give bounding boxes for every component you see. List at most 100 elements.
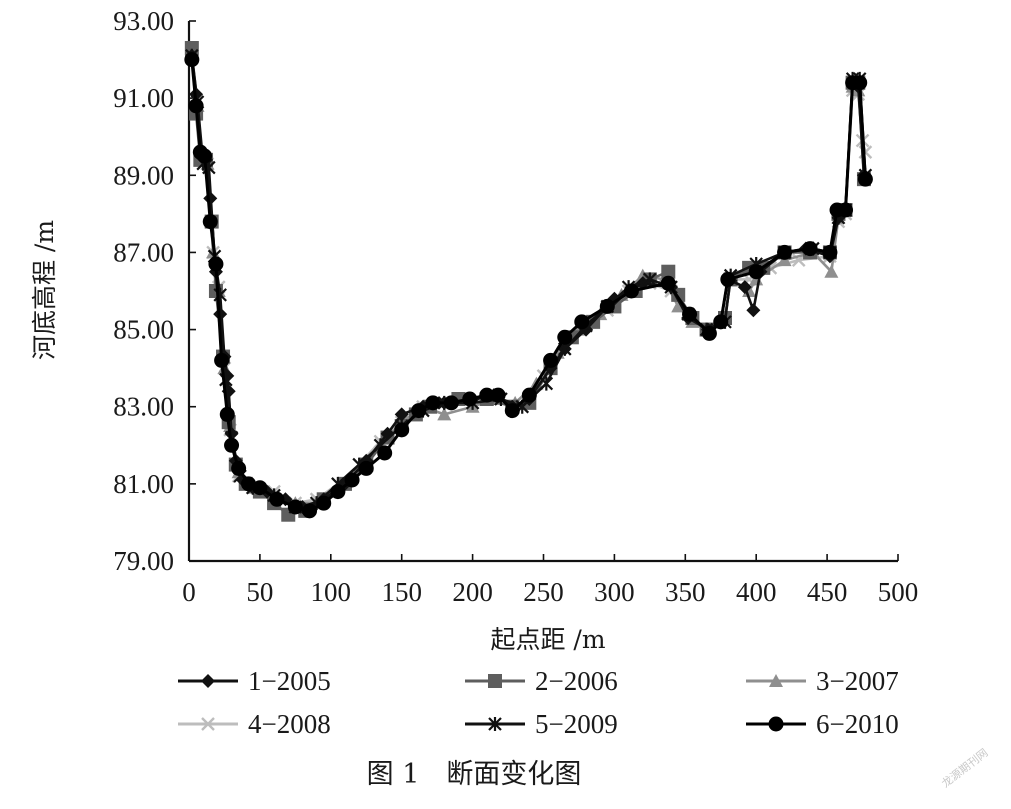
data-point (316, 495, 332, 511)
x-tick-label: 200 (452, 577, 493, 607)
data-point (802, 241, 818, 257)
data-point (184, 52, 200, 68)
data-point (208, 256, 224, 272)
x-tick-label: 500 (878, 577, 919, 607)
data-point (358, 460, 374, 476)
series-line (190, 55, 867, 505)
legend-label: 4−2008 (248, 709, 331, 739)
series-line (190, 47, 866, 516)
data-point (777, 244, 793, 260)
y-tick-label: 87.00 (113, 237, 174, 267)
data-point (746, 303, 761, 318)
y-tick-label: 81.00 (113, 469, 174, 499)
series-line (190, 59, 867, 513)
legend-label: 2−2006 (535, 666, 618, 696)
data-point (574, 314, 590, 330)
data-point (822, 244, 838, 260)
series-2-2006 (184, 41, 871, 522)
x-tick-label: 250 (523, 577, 564, 607)
data-point (425, 395, 441, 411)
legend-item-2-2006: 2−2006 (465, 666, 618, 696)
legend-swatch-marker (768, 716, 784, 732)
data-point (742, 284, 757, 297)
series-4-2008 (184, 48, 873, 510)
axes (187, 21, 898, 563)
data-point (443, 395, 459, 411)
data-point (720, 271, 736, 287)
y-ticks: 79.00 81.00 83.00 85.00 87.00 89.00 91.00 93.00 (113, 6, 196, 576)
data-point (411, 403, 427, 419)
data-point (252, 480, 268, 496)
y-tick-label: 85.00 (113, 315, 174, 345)
legend-label: 1−2005 (248, 666, 331, 696)
data-point (713, 314, 729, 330)
data-point (302, 503, 318, 519)
data-point (737, 280, 752, 295)
legend-label: 5−2009 (535, 709, 618, 739)
data-point (857, 171, 873, 187)
y-tick-label: 93.00 (113, 6, 174, 36)
y-tick-label: 79.00 (113, 546, 174, 576)
series-layer (184, 41, 873, 522)
x-tick-label: 0 (182, 577, 196, 607)
data-point (701, 325, 717, 341)
data-point (437, 407, 452, 421)
data-point (394, 422, 410, 438)
x-ticks: 0 50 100 150 200 250 300 350 400 450 500 (182, 554, 918, 607)
x-tick-label: 400 (736, 577, 777, 607)
data-point (660, 275, 676, 291)
legend-item-6-2010: 6−2010 (746, 709, 899, 739)
data-point (214, 352, 230, 368)
data-point (599, 298, 615, 314)
y-tick-label: 91.00 (113, 83, 174, 113)
watermark: 龙源期刊网 (939, 745, 991, 790)
y-axis-title: 河底高程 /m (30, 220, 59, 360)
data-point (394, 407, 409, 422)
data-point (504, 403, 520, 419)
data-point (330, 484, 346, 500)
series-line (190, 55, 866, 509)
data-point (661, 264, 676, 279)
legend-item-4-2008: 4−2008 (178, 709, 331, 739)
y-tick-label: 89.00 (113, 160, 174, 190)
legend-label: 3−2007 (816, 666, 899, 696)
series-line (190, 51, 867, 505)
data-point (188, 98, 204, 114)
series-line (190, 55, 867, 509)
x-tick-label: 50 (246, 577, 273, 607)
legend-item-3-2007: 3−2007 (746, 666, 899, 696)
data-point (543, 352, 559, 368)
legend-item-5-2009: 5−2009 (465, 709, 618, 739)
data-point (682, 306, 698, 322)
data-point (521, 387, 537, 403)
data-point (202, 214, 218, 230)
data-point (344, 472, 360, 488)
y-tick-label: 83.00 (113, 392, 174, 422)
legend-item-1-2005: 1−2005 (178, 666, 331, 696)
x-axis-title: 起点距 /m (490, 625, 605, 654)
data-point (462, 391, 478, 407)
legend: 1−2005 2−2006 3−2007 4−2008 5−2009 6−2010 (178, 666, 899, 739)
data-point (643, 272, 657, 287)
legend-swatch-marker (201, 674, 215, 688)
data-point (479, 387, 495, 403)
series-3-2007 (184, 44, 873, 510)
legend-swatch-marker (488, 717, 502, 731)
data-point (224, 437, 240, 453)
legend-swatch-marker (769, 674, 783, 687)
data-point (539, 376, 554, 391)
data-point (852, 75, 868, 91)
data-point (287, 499, 303, 515)
x-tick-label: 350 (665, 577, 706, 607)
series-1-2005 (184, 48, 871, 514)
x-tick-label: 300 (594, 577, 635, 607)
x-tick-label: 100 (311, 577, 352, 607)
data-point (231, 460, 247, 476)
legend-swatch-marker (488, 674, 502, 688)
data-point (490, 387, 506, 403)
data-point (197, 148, 213, 164)
figure-caption: 图 1 断面变化图 (367, 759, 582, 790)
data-point (748, 264, 764, 280)
series-5-2009 (185, 48, 873, 514)
